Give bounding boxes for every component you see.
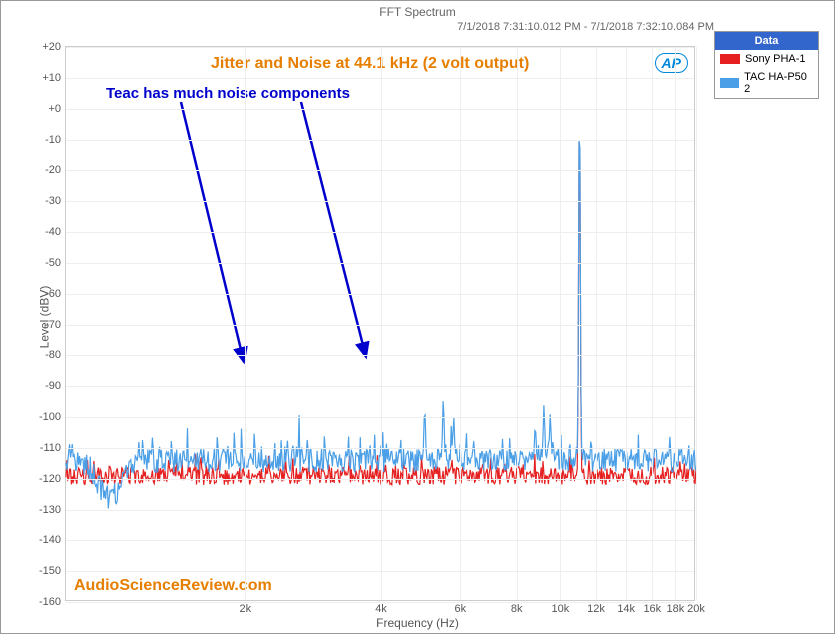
x-tick: 6k — [455, 600, 467, 615]
legend: Data Sony PHA-1 TAC HA-P50 2 — [714, 31, 819, 99]
gridline-v — [596, 47, 597, 600]
gridline-h — [66, 417, 694, 418]
gridline-v — [696, 47, 697, 600]
y-tick: +0 — [48, 103, 66, 115]
gridline-h — [66, 170, 694, 171]
legend-item: Sony PHA-1 — [715, 50, 818, 68]
gridline-h — [66, 294, 694, 295]
x-tick: 10k — [551, 600, 569, 615]
gridline-v — [675, 47, 676, 600]
y-tick: -140 — [39, 534, 66, 546]
chart-title: FFT Spectrum — [1, 1, 834, 19]
x-tick: 2k — [240, 600, 252, 615]
x-axis-label: Frequency (Hz) — [376, 616, 459, 630]
ap-logo: AP — [655, 53, 688, 73]
gridline-v — [517, 47, 518, 600]
gridline-h — [66, 201, 694, 202]
gridline-v — [245, 47, 246, 600]
x-tick: 12k — [587, 600, 605, 615]
gridline-h — [66, 540, 694, 541]
gridline-h — [66, 325, 694, 326]
annotation-title: Jitter and Noise at 44.1 kHz (2 volt out… — [211, 55, 529, 73]
y-tick: -150 — [39, 565, 66, 577]
legend-item: TAC HA-P50 2 — [715, 68, 818, 98]
y-tick: -110 — [40, 442, 66, 454]
y-tick: -120 — [39, 473, 66, 485]
watermark: AudioScienceReview.com — [74, 577, 272, 595]
y-tick: -10 — [45, 134, 66, 146]
gridline-v — [460, 47, 461, 600]
x-tick: 16k — [643, 600, 661, 615]
y-tick: -80 — [45, 349, 66, 361]
y-tick: -130 — [39, 504, 66, 516]
x-tick: 14k — [617, 600, 635, 615]
y-tick: -40 — [45, 226, 66, 238]
legend-label: Sony PHA-1 — [745, 53, 806, 65]
gridline-v — [652, 47, 653, 600]
legend-swatch — [720, 54, 740, 64]
gridline-h — [66, 232, 694, 233]
y-tick: -160 — [39, 596, 66, 608]
y-tick: -90 — [45, 380, 66, 392]
y-tick: -30 — [45, 195, 66, 207]
y-tick: +20 — [42, 41, 66, 53]
gridline-v — [560, 47, 561, 600]
legend-swatch — [720, 78, 739, 88]
gridline-v — [626, 47, 627, 600]
y-tick: -20 — [45, 164, 66, 176]
gridline-h — [66, 78, 694, 79]
legend-label: TAC HA-P50 2 — [744, 71, 813, 95]
chart-timestamp: 7/1/2018 7:31:10.012 PM - 7/1/2018 7:32:… — [1, 19, 834, 33]
gridline-h — [66, 109, 694, 110]
gridline-h — [66, 386, 694, 387]
x-tick: 8k — [511, 600, 523, 615]
chart-container: FFT Spectrum 7/1/2018 7:31:10.012 PM - 7… — [0, 0, 835, 634]
gridline-v — [381, 47, 382, 600]
gridline-h — [66, 510, 694, 511]
gridline-h — [66, 263, 694, 264]
gridline-h — [66, 140, 694, 141]
x-tick: 4k — [375, 600, 387, 615]
y-tick: -50 — [45, 257, 66, 269]
gridline-h — [66, 448, 694, 449]
legend-header: Data — [715, 32, 818, 50]
gridline-h — [66, 571, 694, 572]
y-tick: +10 — [42, 72, 66, 84]
chart-svg — [66, 47, 694, 600]
gridline-h — [66, 479, 694, 480]
y-axis-label: Level (dBV) — [37, 286, 51, 349]
x-tick: 18k — [667, 600, 685, 615]
x-tick: 20k — [687, 600, 705, 615]
gridline-h — [66, 355, 694, 356]
annotation-note: Teac has much noise components — [106, 85, 350, 102]
gridline-h — [66, 47, 694, 48]
plot-area: AP Jitter and Noise at 44.1 kHz (2 volt … — [65, 46, 695, 601]
y-tick: -100 — [39, 411, 66, 423]
